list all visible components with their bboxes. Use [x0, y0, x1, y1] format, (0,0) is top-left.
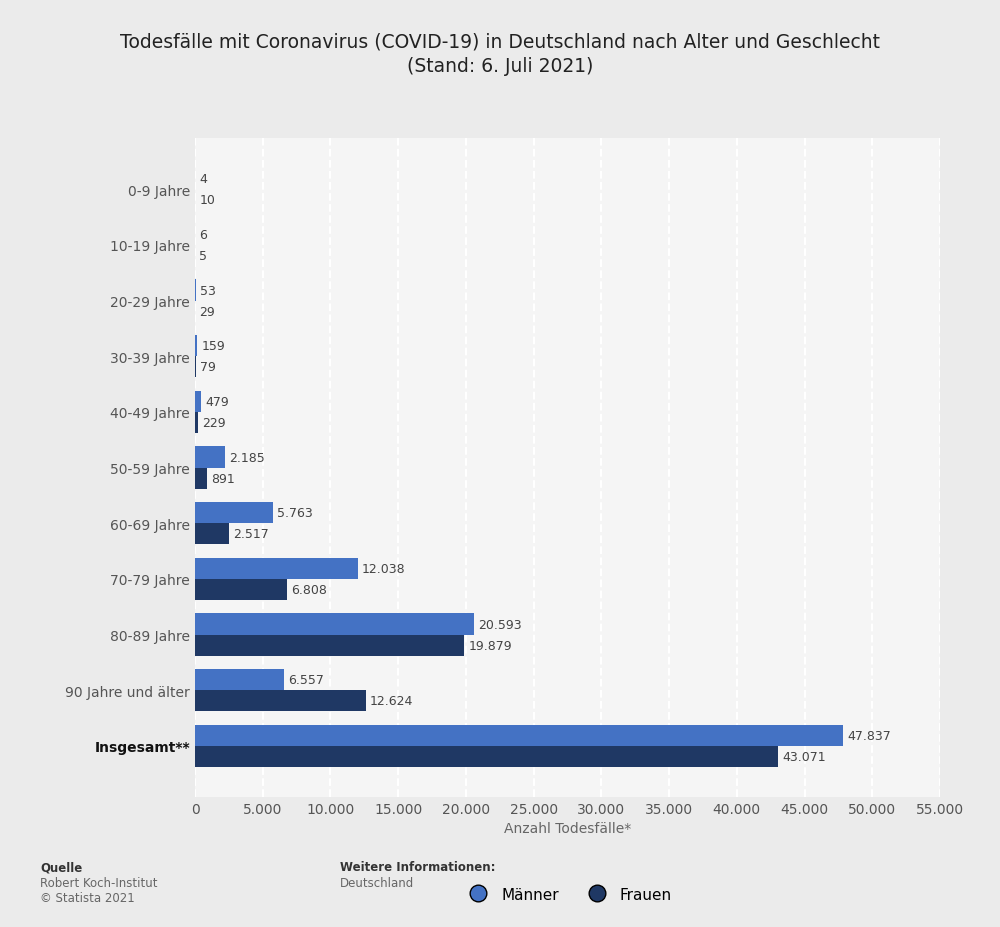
- Bar: [195, 669, 284, 691]
- Text: 2.517: 2.517: [233, 527, 269, 540]
- Text: 19.879: 19.879: [468, 639, 512, 652]
- Bar: [195, 746, 778, 768]
- Text: 891: 891: [211, 472, 235, 485]
- Text: Robert Koch-Institut
© Statista 2021: Robert Koch-Institut © Statista 2021: [40, 876, 158, 904]
- Bar: [195, 447, 225, 468]
- Text: 6: 6: [199, 229, 207, 242]
- Text: 5: 5: [199, 249, 207, 262]
- Text: 6.808: 6.808: [291, 583, 327, 596]
- Bar: [195, 635, 464, 656]
- Text: 79: 79: [200, 361, 216, 374]
- Text: Quelle: Quelle: [40, 860, 82, 873]
- Text: 10: 10: [199, 194, 215, 207]
- Text: 29: 29: [199, 305, 215, 318]
- Text: 47.837: 47.837: [847, 730, 891, 743]
- Bar: [195, 391, 201, 413]
- Text: 2.185: 2.185: [229, 451, 264, 464]
- Text: 6.557: 6.557: [288, 674, 324, 687]
- Bar: [195, 725, 843, 746]
- Bar: [195, 691, 366, 712]
- Text: 12.624: 12.624: [370, 694, 413, 707]
- Text: 12.038: 12.038: [362, 563, 406, 576]
- Bar: [195, 413, 198, 434]
- Bar: [195, 502, 273, 524]
- Text: 43.071: 43.071: [782, 750, 826, 763]
- Text: 20.593: 20.593: [478, 618, 522, 631]
- Text: Weitere Informationen:: Weitere Informationen:: [340, 860, 496, 873]
- Bar: [195, 614, 474, 635]
- Text: Deutschland: Deutschland: [340, 876, 414, 889]
- Text: 53: 53: [200, 285, 216, 298]
- Bar: [195, 558, 358, 579]
- Bar: [195, 579, 287, 601]
- Text: 4: 4: [199, 173, 207, 186]
- Text: 5.763: 5.763: [277, 507, 313, 520]
- Bar: [195, 524, 229, 545]
- Text: Todesfälle mit Coronavirus (COVID-19) in Deutschland nach Alter und Geschlecht
(: Todesfälle mit Coronavirus (COVID-19) in…: [120, 32, 880, 76]
- Bar: [195, 357, 196, 378]
- X-axis label: Anzahl Todesfälle*: Anzahl Todesfälle*: [504, 821, 631, 835]
- Bar: [195, 468, 207, 489]
- Bar: [195, 336, 197, 357]
- Legend: Männer, Frauen: Männer, Frauen: [457, 881, 678, 908]
- Text: 229: 229: [202, 416, 226, 429]
- Text: 479: 479: [206, 396, 229, 409]
- Text: 159: 159: [201, 340, 225, 353]
